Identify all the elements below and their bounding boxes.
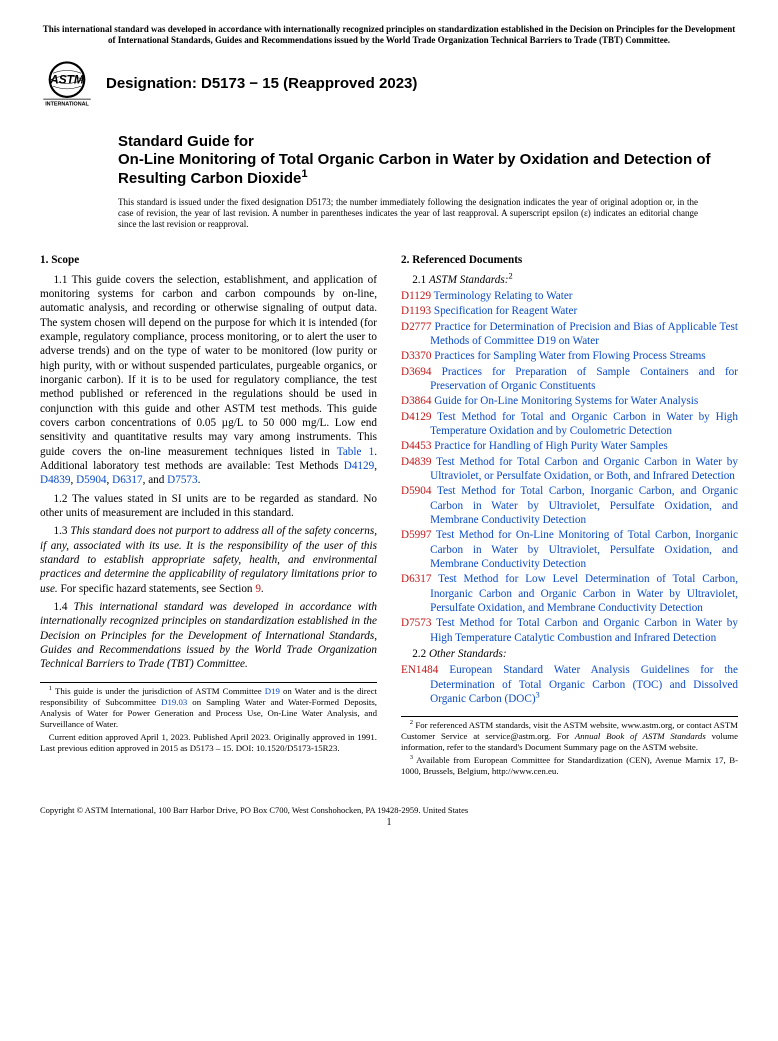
tbt-banner: This international standard was develope… [40,24,738,47]
ref-title-d7573[interactable]: Test Method for Total Carbon and Organic… [430,617,738,643]
logo-subtext: INTERNATIONAL [45,101,89,107]
body-columns: 1. Scope 1.1 This guide covers the selec… [40,249,738,780]
para-1-1: 1.1 This guide covers the selection, est… [40,273,377,488]
ref-title-d6317[interactable]: Test Method for Low Level Determination … [430,573,738,614]
ref-d5997: D5997 Test Method for On-Line Monitoring… [401,528,738,571]
left-column: 1. Scope 1.1 This guide covers the selec… [40,249,377,780]
astm-refs-list: D1129 Terminology Relating to WaterD1193… [401,289,738,645]
para-1-4: 1.4 This international standard was deve… [40,600,377,672]
ref-d7573: D7573 Test Method for Total Carbon and O… [401,616,738,645]
page: This international standard was develope… [0,0,778,844]
designation: Designation: D5173 − 15 (Reapproved 2023… [106,75,417,92]
header-row: ASTM INTERNATIONAL Designation: D5173 − … [40,57,738,111]
ref-title-en1484[interactable]: European Standard Water Analysis Guideli… [430,664,738,705]
ref-d1129: D1129 Terminology Relating to Water [401,289,738,303]
scope-heading: 1. Scope [40,253,377,267]
ref-title-d4839[interactable]: Test Method for Total Carbon and Organic… [430,456,738,482]
method-link-d5904[interactable]: D5904 [76,474,106,486]
ref-code-d4453[interactable]: D4453 [401,440,431,452]
footnote-3: 3 Available from European Committee for … [401,755,738,777]
method-link-d4839[interactable]: D4839 [40,474,70,486]
svg-text:ASTM: ASTM [49,72,85,86]
ref-title-d3694[interactable]: Practices for Preparation of Sample Cont… [430,366,738,392]
ref-title-d2777[interactable]: Practice for Determination of Precision … [430,321,738,347]
astm-logo: ASTM INTERNATIONAL [40,57,94,111]
footnote-2: 2 For referenced ASTM standards, visit t… [401,720,738,753]
section-9-link[interactable]: 9 [255,583,261,595]
ref-title-d1129[interactable]: Terminology Relating to Water [434,290,573,302]
para-1-2: 1.2 The values stated in SI units are to… [40,492,377,521]
ref-title-d1193[interactable]: Specification for Reagent Water [434,305,577,317]
ref-d5904: D5904 Test Method for Total Carbon, Inor… [401,484,738,527]
subcommittee-d1903-link[interactable]: D19.03 [161,697,187,707]
committee-d19-link[interactable]: D19 [265,686,280,696]
ref-title-d5997[interactable]: Test Method for On-Line Monitoring of To… [430,529,738,570]
ref-title-d3864[interactable]: Guide for On-Line Monitoring Systems for… [434,395,698,407]
ref-code-d1129[interactable]: D1129 [401,290,431,302]
ref-code-d3370[interactable]: D3370 [401,350,431,362]
ref-code-d4839[interactable]: D4839 [401,456,431,468]
ref-code-d7573[interactable]: D7573 [401,617,431,629]
other-standards-subhead: 2.2 Other Standards: [401,647,738,661]
ref-code-d1193[interactable]: D1193 [401,305,431,317]
title-footnote-ref: 1 [301,168,307,180]
ref-d3694: D3694 Practices for Preparation of Sampl… [401,365,738,394]
ref-code-d5904[interactable]: D5904 [401,485,431,497]
ref-d1193: D1193 Specification for Reagent Water [401,304,738,318]
ref-d4129: D4129 Test Method for Total and Organic … [401,410,738,439]
page-number: 1 [40,817,738,828]
ref-code-d5997[interactable]: D5997 [401,529,431,541]
ref-d4839: D4839 Test Method for Total Carbon and O… [401,455,738,484]
ref-code-d4129[interactable]: D4129 [401,411,431,423]
title-block: Standard Guide for On-Line Monitoring of… [118,133,718,189]
ref-code-d3694[interactable]: D3694 [401,366,431,378]
ref-d2777: D2777 Practice for Determination of Prec… [401,320,738,349]
ref-code-d6317[interactable]: D6317 [401,573,431,585]
title-kicker: Standard Guide for [118,133,718,152]
ref-d6317: D6317 Test Method for Low Level Determin… [401,572,738,615]
method-link-d7573[interactable]: D7573 [167,474,197,486]
ref-d3370: D3370 Practices for Sampling Water from … [401,349,738,363]
title-text: On-Line Monitoring of Total Organic Carb… [118,151,711,187]
footnote-1a: 1 This guide is under the jurisdiction o… [40,686,377,730]
ref-d4453: D4453 Practice for Handling of High Puri… [401,439,738,453]
table-1-link[interactable]: Table 1 [337,446,374,458]
ref-code-d2777[interactable]: D2777 [401,321,431,333]
ref-title-d3370[interactable]: Practices for Sampling Water from Flowin… [434,350,705,362]
right-footnotes: 2 For referenced ASTM standards, visit t… [401,716,738,777]
title-main: On-Line Monitoring of Total Organic Carb… [118,151,718,189]
right-column: 2. Referenced Documents 2.1 ASTM Standar… [401,249,738,780]
para-1-3: 1.3 This standard does not purport to ad… [40,524,377,596]
ref-code-en1484[interactable]: EN1484 [401,664,438,676]
astm-standards-subhead: 2.1 ASTM Standards:2 [401,273,738,287]
left-footnotes: 1 This guide is under the jurisdiction o… [40,682,377,754]
method-link-d4129[interactable]: D4129 [344,460,374,472]
ref-code-d3864[interactable]: D3864 [401,395,431,407]
method-link-d6317[interactable]: D6317 [112,474,142,486]
ref-d3864: D3864 Guide for On-Line Monitoring Syste… [401,394,738,408]
ref-title-d4453[interactable]: Practice for Handling of High Purity Wat… [434,440,667,452]
copyright-line: Copyright © ASTM International, 100 Barr… [40,805,738,815]
footnote-1b: Current edition approved April 1, 2023. … [40,732,377,754]
ref-title-d5904[interactable]: Test Method for Total Carbon, Inorganic … [430,485,738,526]
ref-en1484: EN1484 European Standard Water Analysis … [401,663,738,706]
ref-title-d4129[interactable]: Test Method for Total and Organic Carbon… [430,411,738,437]
referenced-docs-heading: 2. Referenced Documents [401,253,738,267]
issuance-note: This standard is issued under the fixed … [118,197,698,231]
